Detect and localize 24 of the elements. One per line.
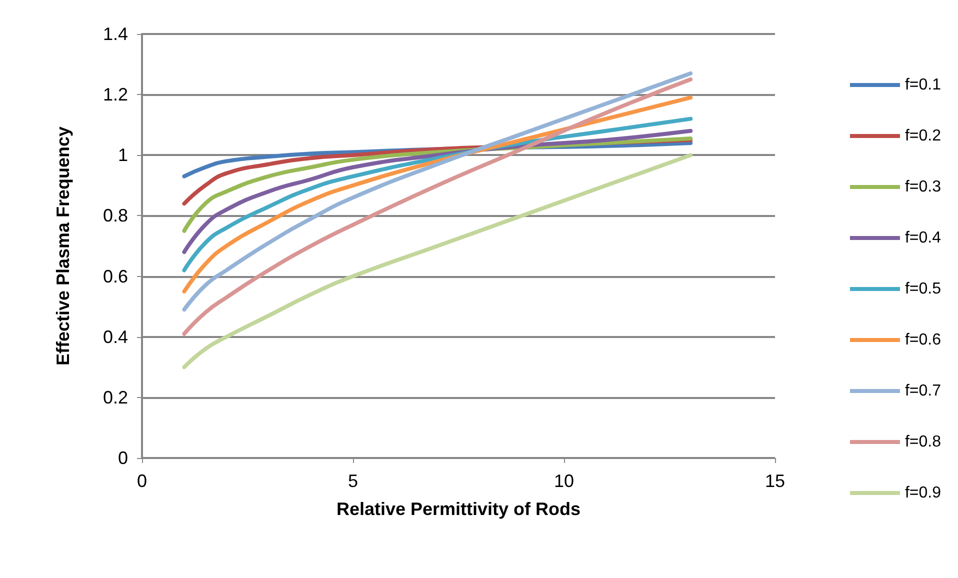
x-axis-title: Relative Permittivity of Rods: [336, 499, 581, 519]
x-tick-label: 0: [136, 471, 148, 491]
legend-label: f=0.2: [904, 128, 942, 144]
y-tick-label: 1.4: [102, 24, 128, 44]
x-tick-label: 10: [554, 471, 574, 491]
line-series: [182, 153, 693, 370]
y-tick-label: 0.6: [102, 266, 128, 286]
y-axis-title: Effective Plasma Frequency: [53, 126, 73, 366]
legend-label: f=0.9: [904, 484, 942, 502]
legend-label: f=0.7: [904, 382, 942, 400]
legend-label: f=0.8: [904, 434, 942, 450]
y-tick-label: 0: [118, 448, 128, 468]
legend-label: f=0.1: [904, 76, 942, 94]
legend-label: f=0.3: [904, 178, 942, 196]
legend-label: f=0.5: [904, 280, 942, 298]
y-tick-label: 0.2: [102, 387, 128, 408]
legend-label: f=0.4: [904, 230, 942, 246]
x-tick-label: 15: [764, 471, 786, 491]
y-tick-label: 1: [118, 145, 128, 166]
y-tick-label: 0.4: [102, 326, 128, 347]
x-tick-label: 5: [348, 471, 358, 491]
y-tick-label: 1.2: [102, 84, 128, 105]
y-tick-label: 0.8: [102, 206, 128, 226]
legend-label: f=0.6: [904, 332, 942, 348]
